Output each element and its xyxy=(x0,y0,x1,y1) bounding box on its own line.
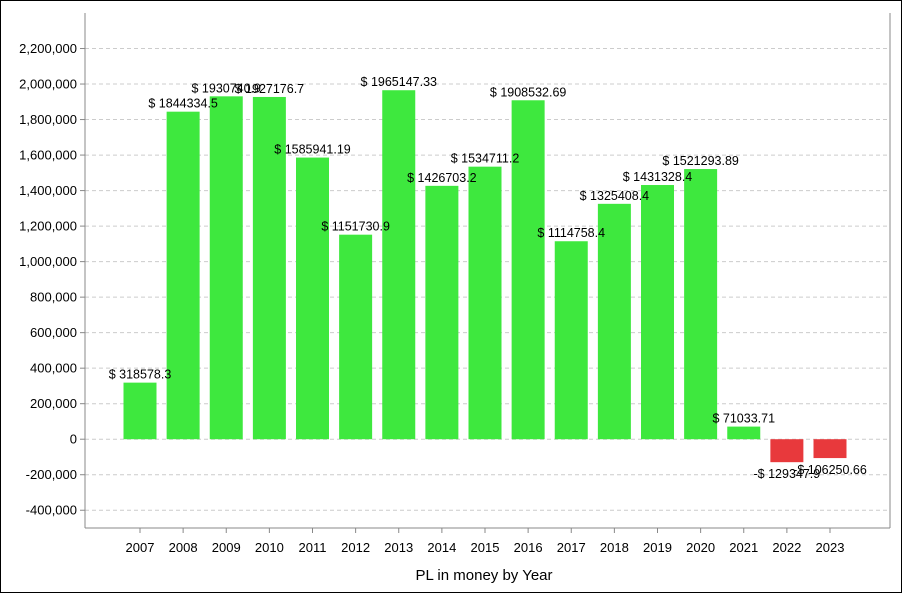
y-tick-label: 400,000 xyxy=(30,361,77,376)
data-label-2012: $ 1151730.9 xyxy=(321,220,390,234)
x-axis-title: PL in money by Year xyxy=(415,567,552,584)
bar-2022 xyxy=(770,439,804,463)
x-tick-label-2009: 2009 xyxy=(212,540,241,555)
bar-2009 xyxy=(209,96,243,440)
x-tick-label-2014: 2014 xyxy=(427,540,456,555)
data-label-2023: -$ 106250.66 xyxy=(793,463,867,477)
x-tick-label-2019: 2019 xyxy=(643,540,672,555)
bar-2016 xyxy=(511,100,545,440)
data-label-2014: $ 1426703.2 xyxy=(407,171,477,185)
x-axis: 2007 2008 2009 2010 2011 2012 2013 2014 2015 2016… xyxy=(85,13,891,555)
data-label-2021: $ 71033.71 xyxy=(712,412,775,426)
x-tick-label-2008: 2008 xyxy=(169,540,198,555)
y-tick-label: 1,000,000 xyxy=(19,254,77,269)
data-label-2018: $ 1325408.4 xyxy=(580,189,650,203)
data-label-2009: $ 1930740.9 xyxy=(191,81,261,95)
y-tick-label: 200,000 xyxy=(30,396,77,411)
bar-2013 xyxy=(382,90,416,440)
y-tick-label: 0 xyxy=(70,432,77,447)
y-tick-label: -200,000 xyxy=(26,467,77,482)
x-tick-label-2007: 2007 xyxy=(126,540,155,555)
x-tick-label-2012: 2012 xyxy=(341,540,370,555)
y-tick-label: 600,000 xyxy=(30,325,77,340)
data-label-2011: $ 1585941.19 xyxy=(274,143,351,157)
data-label-2015: $ 1534711.2 xyxy=(451,152,520,166)
bars xyxy=(123,90,847,463)
bar-2008 xyxy=(166,111,200,440)
data-label-2022: -$ 129347.9 xyxy=(754,467,821,481)
x-tick-label-2018: 2018 xyxy=(600,540,629,555)
bar-2014 xyxy=(425,185,459,440)
y-tick-label: 2,200,000 xyxy=(19,41,77,56)
bar-2023 xyxy=(813,439,847,459)
data-label-2017: $ 1114758.4 xyxy=(537,226,605,240)
data-label-2008: $ 1844334.5 xyxy=(148,97,218,111)
data-labels: $ 318578.3 $ 1844334.5 $ 1930740.9$ 192717… xyxy=(109,75,867,481)
bar-2019 xyxy=(641,185,674,440)
data-label-2010: $ 1927176.7 xyxy=(235,82,305,96)
bar-2012 xyxy=(339,234,373,440)
data-label-2007: $ 318578.3 xyxy=(109,368,172,382)
x-tick-label-2015: 2015 xyxy=(471,540,500,555)
data-label-2016: $ 1908532.69 xyxy=(490,85,567,99)
x-tick-label-2010: 2010 xyxy=(255,540,284,555)
y-axis: -400,000 -200,000 0 200,000 400,000 600,000 80… xyxy=(19,13,86,528)
y-tick-label: -400,000 xyxy=(26,503,77,518)
bar-2020 xyxy=(684,169,718,440)
y-tick-label: 2,000,000 xyxy=(19,77,77,92)
bar-2011 xyxy=(296,157,329,440)
x-tick-label-2023: 2023 xyxy=(816,540,845,555)
bar-2007 xyxy=(123,382,157,440)
y-tick-label: 1,600,000 xyxy=(19,148,77,163)
x-tick-label-2016: 2016 xyxy=(514,540,543,555)
bar-2015 xyxy=(468,166,502,440)
x-tick-label-2021: 2021 xyxy=(729,540,758,555)
data-label-2019: $ 1431328.4 xyxy=(623,170,693,184)
bar-2018 xyxy=(597,203,631,440)
y-tick-label: 1,400,000 xyxy=(19,183,77,198)
x-tick-label-2022: 2022 xyxy=(772,540,801,555)
bar-2017 xyxy=(554,241,588,440)
data-label-2020: $ 1521293.89 xyxy=(662,154,739,168)
x-tick-label-2017: 2017 xyxy=(557,540,586,555)
y-tick-label: 1,200,000 xyxy=(19,219,77,234)
x-tick-label-2011: 2011 xyxy=(299,540,327,555)
x-tick-label-2020: 2020 xyxy=(686,540,715,555)
data-label-2013: $ 1965147.33 xyxy=(361,75,438,89)
x-tick-label-2013: 2013 xyxy=(384,540,413,555)
y-tick-label: 1,800,000 xyxy=(19,112,77,127)
bar-2021 xyxy=(727,426,761,440)
y-tick-label: 800,000 xyxy=(30,290,77,305)
bar-2010 xyxy=(252,96,286,440)
